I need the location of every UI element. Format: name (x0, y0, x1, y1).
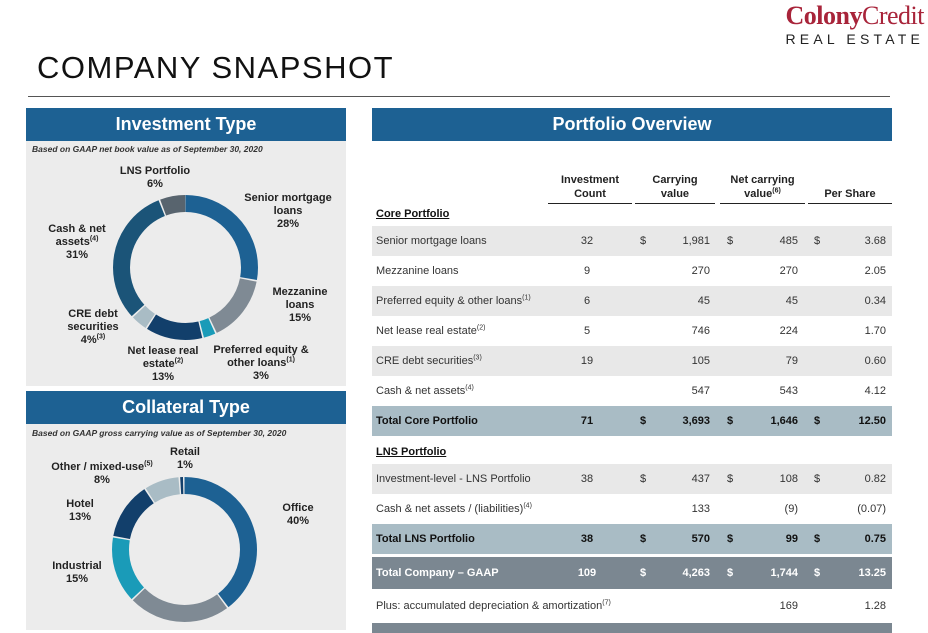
collateral-type-panel (26, 424, 346, 630)
table-row: Plus: accumulated depreciation & amortiz… (376, 599, 886, 612)
investment-type-note: Based on GAAP net book value as of Septe… (32, 144, 263, 154)
total-lns-portfolio-row: Total LNS Portfolio 38 $ 570 $ 99 $ 0.75 (372, 524, 892, 554)
segment-office (112, 477, 257, 622)
collateral-type-header: Collateral Type (26, 391, 346, 424)
page-title: COMPANY SNAPSHOT (37, 50, 395, 85)
logo-brand-regular: Credit (862, 1, 925, 30)
label-hotel: Hotel 13% (66, 498, 94, 523)
label-retail: Retail 1% (170, 446, 200, 471)
table-header-row: Investment Count Carrying value Net carryi… (372, 164, 892, 204)
label-industrial: Industrial 15% (52, 560, 102, 585)
portfolio-overview-header: Portfolio Overview (372, 108, 892, 141)
investment-type-donut-chart (113, 195, 258, 340)
segment-industrial (112, 477, 257, 622)
table-row: Cash & net assets / (liabilities)(4) 133… (376, 502, 886, 515)
collateral-type-donut-chart (112, 477, 257, 622)
label-mezzanine: Mezzanine loans 15% (272, 286, 328, 324)
collateral-type-note: Based on GAAP gross carrying value as of… (32, 428, 287, 438)
core-portfolio-label: Core Portfolio (376, 208, 450, 220)
investment-type-header: Investment Type (26, 108, 346, 141)
investment-type-panel (26, 141, 346, 386)
col-net-carrying-value: Net carrying value(6) (720, 173, 805, 204)
segment-cash-net-assets (113, 195, 258, 340)
label-lns-portfolio: LNS Portfolio 6% (119, 165, 191, 190)
label-preferred-equity: Preferred equity & other loans(1) 3% (213, 344, 309, 382)
logo-subtitle: REAL ESTATE (785, 31, 924, 47)
col-per-share: Per Share (808, 187, 892, 204)
total-core-portfolio-row: Total Core Portfolio 71 $ 3,693 $ 1,646 … (372, 406, 892, 436)
table-row: Cash & net assets(4) 547 543 4.12 (376, 384, 886, 397)
company-logo: ColonyCredit REAL ESTATE (774, 1, 925, 48)
label-net-lease: Net lease real estate(2) 13% (127, 345, 199, 383)
segment-unlabeled (112, 477, 257, 622)
lns-portfolio-label: LNS Portfolio (376, 446, 447, 458)
segment-net-lease (113, 195, 258, 340)
total-company-gaap-row: Total Company – GAAP 109 $ 4,263 $ 1,744… (372, 557, 892, 589)
label-office: Office 40% (282, 502, 314, 527)
label-cash-net-assets: Cash & net assets(4) 31% (48, 223, 106, 261)
table-row: Net lease real estate(2) 5 746 224 1.70 (376, 324, 886, 337)
segment-lns-portfolio (113, 195, 258, 340)
logo-wordmark: ColonyCredit (774, 1, 925, 30)
title-divider (28, 96, 890, 97)
label-senior-mortgage: Senior mortgage loans 28% (244, 192, 332, 230)
label-other-mixed-use: Other / mixed-use(5) 8% (51, 460, 153, 486)
table-row: Senior mortgage loans 32 $ 1,981 $ 485 $… (372, 226, 892, 256)
table-row: Mezzanine loans 9 270 270 2.05 (376, 265, 886, 277)
col-carrying-value: Carrying value (635, 173, 715, 204)
table-row-partial (372, 623, 892, 633)
logo-brand-bold: Colony (785, 1, 863, 30)
label-cre-debt: CRE debt securities 4%(3) (67, 308, 119, 346)
table-row: CRE debt securities(3) 19 105 79 0.60 (372, 346, 892, 376)
table-row: Investment-level - LNS Portfolio 38 $ 43… (372, 464, 892, 494)
table-row: Preferred equity & other loans(1) 6 45 4… (372, 286, 892, 316)
col-investment-count: Investment Count (548, 173, 632, 204)
